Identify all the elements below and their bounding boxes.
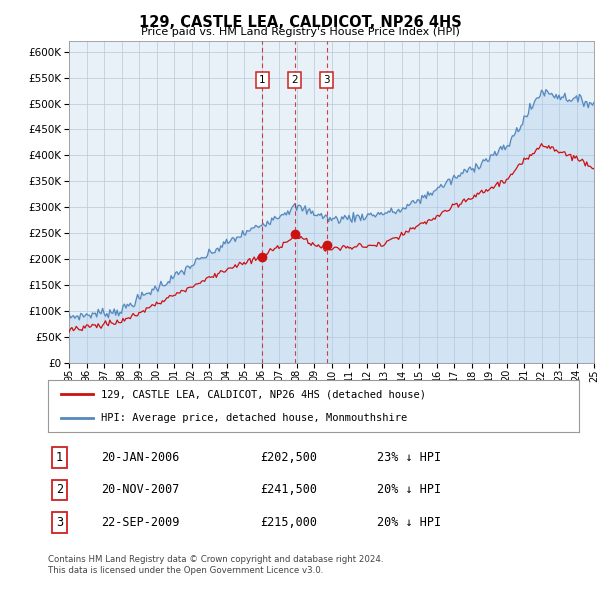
Text: £215,000: £215,000 xyxy=(260,516,317,529)
Text: 2: 2 xyxy=(56,483,63,497)
Text: 20-JAN-2006: 20-JAN-2006 xyxy=(101,451,179,464)
Text: HPI: Average price, detached house, Monmouthshire: HPI: Average price, detached house, Monm… xyxy=(101,414,407,424)
Text: 3: 3 xyxy=(323,75,330,85)
Text: 3: 3 xyxy=(56,516,63,529)
Text: 1: 1 xyxy=(56,451,63,464)
Text: Price paid vs. HM Land Registry's House Price Index (HPI): Price paid vs. HM Land Registry's House … xyxy=(140,27,460,37)
Text: 20% ↓ HPI: 20% ↓ HPI xyxy=(377,483,442,497)
Text: 129, CASTLE LEA, CALDICOT, NP26 4HS (detached house): 129, CASTLE LEA, CALDICOT, NP26 4HS (det… xyxy=(101,389,426,399)
Text: This data is licensed under the Open Government Licence v3.0.: This data is licensed under the Open Gov… xyxy=(48,566,323,575)
Text: 20% ↓ HPI: 20% ↓ HPI xyxy=(377,516,442,529)
Text: 129, CASTLE LEA, CALDICOT, NP26 4HS: 129, CASTLE LEA, CALDICOT, NP26 4HS xyxy=(139,15,461,30)
Text: 20-NOV-2007: 20-NOV-2007 xyxy=(101,483,179,497)
Text: Contains HM Land Registry data © Crown copyright and database right 2024.: Contains HM Land Registry data © Crown c… xyxy=(48,555,383,563)
Text: 1: 1 xyxy=(259,75,266,85)
Text: £241,500: £241,500 xyxy=(260,483,317,497)
Text: 2: 2 xyxy=(291,75,298,85)
Text: £202,500: £202,500 xyxy=(260,451,317,464)
Text: 23% ↓ HPI: 23% ↓ HPI xyxy=(377,451,442,464)
Text: 22-SEP-2009: 22-SEP-2009 xyxy=(101,516,179,529)
